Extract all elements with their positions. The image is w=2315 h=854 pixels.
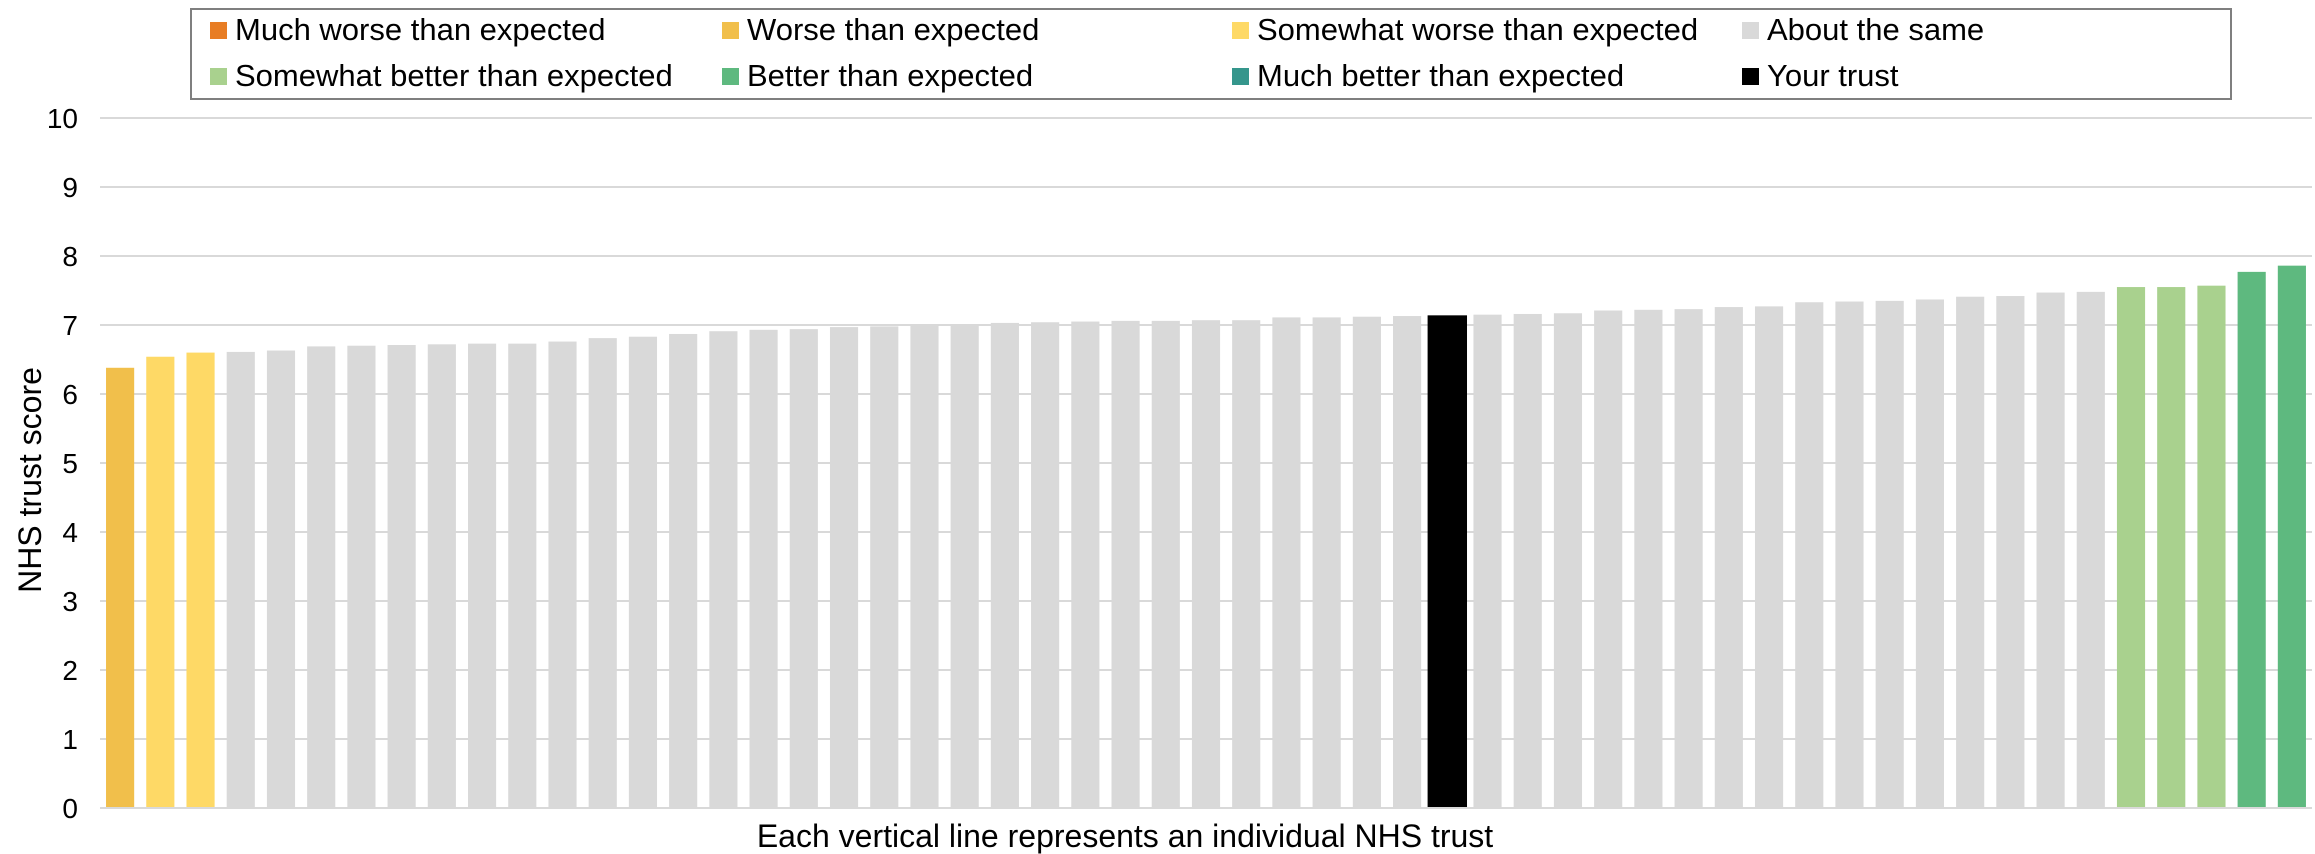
trust-bar bbox=[1352, 316, 1381, 808]
legend-swatch bbox=[722, 21, 739, 39]
trust-bar bbox=[1674, 309, 1703, 808]
y-tick-label: 8 bbox=[62, 241, 78, 272]
bars bbox=[106, 265, 2306, 808]
chart-legend: Much worse than expected Worse than expec… bbox=[190, 8, 2232, 100]
legend-label: About the same bbox=[1767, 12, 1985, 47]
trust-bar bbox=[2277, 265, 2306, 808]
legend-label: Worse than expected bbox=[747, 12, 1040, 47]
y-tick-label: 4 bbox=[62, 517, 78, 548]
legend-swatch bbox=[722, 67, 739, 85]
y-tick-label: 3 bbox=[62, 586, 78, 617]
trust-bar bbox=[789, 329, 818, 808]
trust-bar bbox=[950, 324, 979, 808]
trust-bar bbox=[628, 336, 658, 808]
trust-bar bbox=[1553, 313, 1583, 808]
legend-swatch bbox=[1742, 67, 1759, 85]
x-axis-label: Each vertical line represents an individ… bbox=[756, 818, 1494, 854]
trust-bar bbox=[266, 350, 296, 808]
trust-bar bbox=[1151, 320, 1180, 808]
trust-bar bbox=[548, 341, 577, 808]
trust-bar bbox=[1272, 317, 1301, 808]
legend-item: Worse than expected bbox=[722, 12, 1039, 48]
trust-bar bbox=[2116, 287, 2146, 808]
trust-bar bbox=[387, 345, 416, 808]
y-tick-label: 5 bbox=[62, 448, 78, 479]
legend-label: Much better than expected bbox=[1257, 58, 1625, 93]
trust-bar bbox=[1754, 306, 1784, 808]
trust-bar bbox=[910, 325, 939, 808]
trust-bar bbox=[588, 338, 617, 808]
trust-bar bbox=[186, 352, 215, 808]
trust-bar bbox=[1071, 321, 1100, 808]
legend-swatch bbox=[210, 67, 227, 85]
y-tick-label: 0 bbox=[62, 793, 78, 824]
y-tick-label: 10 bbox=[47, 103, 78, 134]
trust-bar bbox=[1473, 314, 1502, 808]
legend-item: Much worse than expected bbox=[210, 12, 606, 48]
legend-label: Your trust bbox=[1767, 58, 1899, 93]
trust-bar bbox=[1393, 316, 1422, 808]
trust-bar bbox=[1232, 320, 1261, 808]
trust-bar bbox=[1191, 320, 1221, 808]
trust-bar bbox=[990, 322, 1019, 808]
legend-item: Much better than expected bbox=[1232, 58, 1624, 94]
trust-bar bbox=[1996, 296, 2025, 808]
trust-bar bbox=[2237, 271, 2266, 808]
y-tick-label: 1 bbox=[62, 724, 78, 755]
legend-item: Better than expected bbox=[722, 58, 1033, 94]
trust-bar bbox=[2036, 292, 2065, 808]
y-axis-ticks: 0 1 2 3 4 5 6 7 8 9 10 bbox=[47, 103, 78, 824]
trust-bar bbox=[2197, 285, 2226, 808]
legend-swatch bbox=[1232, 67, 1249, 85]
trust-bar bbox=[468, 343, 497, 808]
trust-bar bbox=[1956, 296, 1985, 808]
trust-bar bbox=[1634, 309, 1663, 808]
trust-bar bbox=[749, 329, 778, 808]
trust-bar bbox=[669, 333, 698, 808]
legend-item: Somewhat better than expected bbox=[210, 58, 673, 94]
your-trust-bar bbox=[1427, 315, 1468, 808]
trust-bar bbox=[347, 345, 376, 808]
trust-bar bbox=[146, 356, 175, 808]
y-axis-label: NHS trust score bbox=[12, 367, 48, 593]
trust-bar bbox=[427, 344, 456, 808]
trust-bar bbox=[1594, 310, 1623, 808]
trust-bar bbox=[2076, 291, 2105, 808]
y-tick-label: 9 bbox=[62, 172, 78, 203]
trust-bar bbox=[1714, 307, 1743, 808]
trust-bar bbox=[106, 367, 135, 808]
trust-bar bbox=[1875, 300, 1904, 808]
trust-bar bbox=[829, 327, 859, 808]
trust-bar bbox=[1835, 301, 1864, 808]
legend-label: Somewhat worse than expected bbox=[1257, 12, 1699, 47]
y-tick-label: 7 bbox=[62, 310, 78, 341]
legend-item: Somewhat worse than expected bbox=[1232, 12, 1698, 48]
y-tick-label: 6 bbox=[62, 379, 78, 410]
legend-item: About the same bbox=[1742, 12, 1984, 48]
trust-bar bbox=[1915, 299, 1944, 808]
y-tick-label: 2 bbox=[62, 655, 78, 686]
legend-label: Better than expected bbox=[747, 58, 1034, 93]
legend-swatch bbox=[1232, 21, 1249, 39]
trust-bar bbox=[1111, 320, 1140, 808]
trust-bar bbox=[226, 351, 255, 808]
legend-swatch bbox=[210, 21, 227, 39]
trust-bar bbox=[1312, 317, 1341, 808]
trust-bar bbox=[2157, 287, 2186, 808]
trust-bar bbox=[307, 346, 336, 808]
legend-label: Much worse than expected bbox=[235, 12, 606, 47]
legend-label: Somewhat better than expected bbox=[235, 58, 673, 93]
trust-bar bbox=[1031, 322, 1060, 808]
legend-swatch bbox=[1742, 21, 1759, 39]
trust-bar bbox=[508, 343, 537, 808]
trust-bar bbox=[1795, 302, 1824, 808]
trust-bar bbox=[870, 326, 899, 808]
trust-bar bbox=[709, 331, 738, 808]
legend-item: Your trust bbox=[1742, 58, 1899, 94]
trust-bar bbox=[1513, 313, 1542, 808]
